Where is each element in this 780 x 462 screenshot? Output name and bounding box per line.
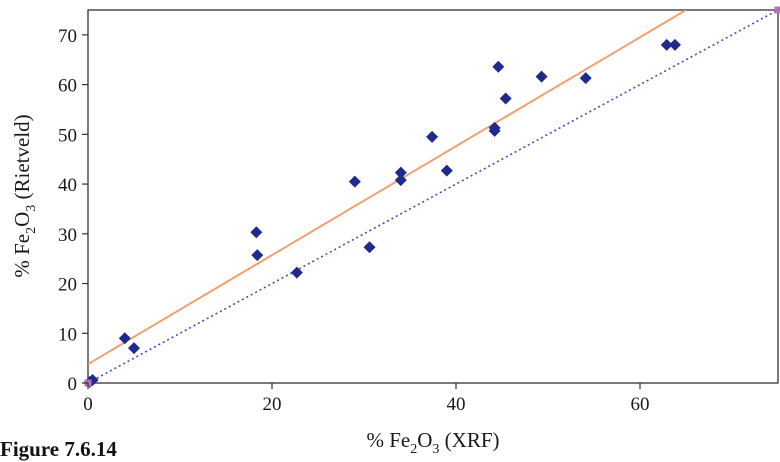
y-axis-ticks: 0 10 20 30 40 50 60 70 xyxy=(58,26,88,395)
y-tick-label: 70 xyxy=(58,26,77,47)
y-tick-label: 20 xyxy=(58,275,77,296)
y-tick-label: 10 xyxy=(58,324,77,345)
x-axis-title: % Fe2O3 (XRF) xyxy=(366,428,499,457)
y-tick-label: 30 xyxy=(58,225,77,246)
endpoint-marker xyxy=(775,7,780,14)
x-tick-label: 20 xyxy=(263,394,282,415)
figure-label: Figure 7.6.14 xyxy=(0,437,117,462)
x-axis-ticks: 0 20 40 60 xyxy=(83,383,649,415)
y-axis-title: % Fe2O3 (Rietveld) xyxy=(10,114,39,277)
y-tick-label: 60 xyxy=(58,76,77,97)
y-tick-label: 40 xyxy=(58,175,77,196)
y-tick-label: 0 xyxy=(68,374,78,395)
y-tick-label: 50 xyxy=(58,125,77,146)
x-tick-label: 40 xyxy=(447,394,466,415)
x-tick-label: 60 xyxy=(631,394,650,415)
x-tick-label: 0 xyxy=(83,394,93,415)
